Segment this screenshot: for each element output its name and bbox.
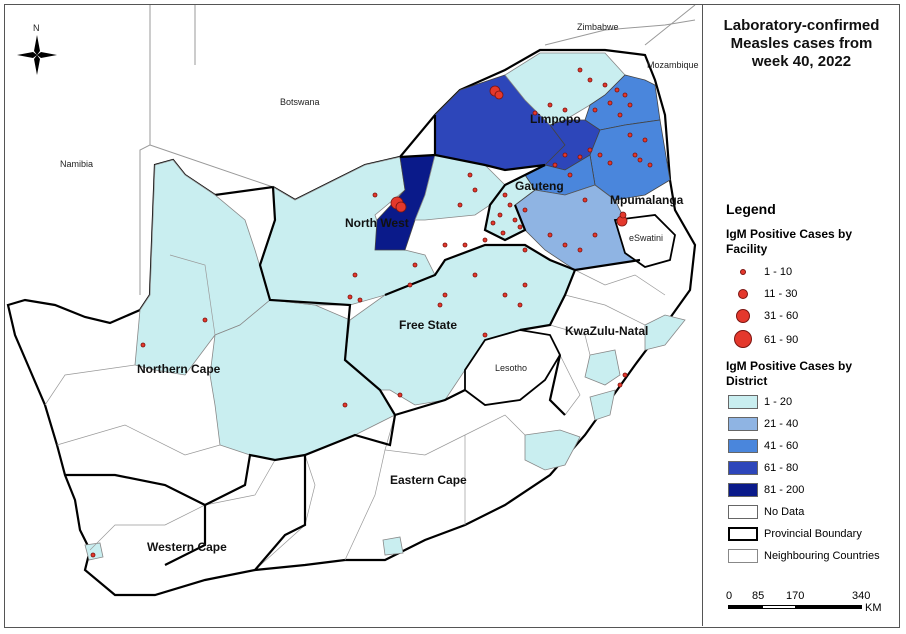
country-label-eswatini: eSwatini (629, 233, 663, 243)
legend-district-label: No Data (764, 506, 805, 518)
district-north-west-3 (414, 154, 506, 221)
district-kzn-3 (589, 389, 616, 421)
north-arrow-label: N (33, 23, 40, 33)
provincial-boundaries (65, 115, 641, 571)
legend-district-label: 1 - 20 (764, 396, 793, 408)
district-swatch (728, 461, 758, 475)
legend-district-heading: IgM Positive Cases by District (726, 359, 853, 388)
facility-dot-icon (734, 330, 752, 348)
district-eastern-cape-2 (382, 536, 404, 556)
legend-facility-heading: IgM Positive Cases by Facility (726, 227, 853, 256)
map-title: Laboratory-confirmed Measles cases from … (704, 17, 899, 71)
legend-district-label: 41 - 60 (764, 440, 799, 452)
scale-tick: 340 (852, 590, 871, 602)
legend-facility-label: 31 - 60 (764, 310, 799, 322)
district-swatch (728, 505, 758, 519)
scale-bar: 0 85 170 340 KM (726, 590, 896, 620)
figure-frame: N Zimbabwe Mozambique Botswana Namibia e… (4, 4, 900, 628)
province-label-kwazulu-natal: KwaZulu-Natal (565, 324, 648, 338)
eswatini-shape (613, 214, 676, 268)
map-canvas: N Zimbabwe Mozambique Botswana Namibia e… (6, 5, 699, 597)
district-eastern-cape-1 (524, 429, 581, 471)
legend-facility-label: 11 - 30 (764, 288, 798, 300)
facility-dot-icon (736, 309, 750, 323)
province-label-mpumalanga: Mpumalanga (610, 193, 684, 207)
country-label-namibia: Namibia (60, 159, 93, 169)
legend-district-label: 61 - 80 (764, 462, 799, 474)
province-label-gauteng: Gauteng (515, 179, 564, 193)
scale-unit: KM (865, 602, 882, 614)
scale-tick: 170 (786, 590, 805, 602)
legend-panel: Laboratory-confirmed Measles cases from … (704, 5, 899, 626)
province-label-north-west: North West (345, 216, 409, 230)
lesotho-shape (464, 329, 562, 406)
country-label-mozambique: Mozambique (647, 60, 699, 70)
neighbouring-countries-swatch (728, 549, 758, 563)
province-label-northern-cape: Northern Cape (137, 362, 221, 376)
legend-neighbouring-label: Neighbouring Countries (764, 550, 880, 562)
map-panel: N Zimbabwe Mozambique Botswana Namibia e… (5, 5, 703, 626)
province-label-free-state: Free State (399, 318, 457, 332)
legend-district-label: 21 - 40 (764, 418, 799, 430)
legend-facility-label: 61 - 90 (764, 334, 799, 346)
scale-segment (796, 605, 862, 609)
district-swatch (728, 439, 758, 453)
facility-dot-icon (740, 269, 746, 275)
neighbour-borders (139, 5, 696, 295)
legend-heading: Legend (726, 201, 776, 217)
district-kzn-1 (644, 314, 686, 351)
country-label-zimbabwe: Zimbabwe (577, 22, 619, 32)
district-swatch (728, 483, 758, 497)
province-label-western-cape: Western Cape (147, 540, 227, 554)
scale-tick: 85 (752, 590, 765, 602)
district-kzn-2 (584, 349, 621, 386)
provincial-boundary-swatch (728, 527, 758, 541)
legend-provincial-boundary-label: Provincial Boundary (764, 528, 862, 540)
scale-tick: 0 (726, 590, 733, 602)
country-label-lesotho: Lesotho (495, 363, 527, 373)
scale-segment (762, 605, 796, 609)
scale-segment (728, 605, 762, 609)
facility-dots (90, 67, 653, 558)
north-arrow-icon (17, 35, 57, 75)
district-lines (44, 254, 666, 571)
title-line-3: week 40, 2022 (751, 53, 852, 70)
province-label-limpopo: Limpopo (530, 112, 581, 126)
district-western-cape-1 (84, 542, 104, 561)
district-swatch (728, 395, 758, 409)
country-label-botswana: Botswana (280, 97, 320, 107)
province-label-eastern-cape: Eastern Cape (390, 473, 467, 487)
district-swatch (728, 417, 758, 431)
title-line-1: Laboratory-confirmed (723, 17, 880, 34)
legend-district-label: 81 - 200 (764, 484, 805, 496)
facility-dot-icon (738, 289, 748, 299)
title-line-2: Measles cases from (730, 35, 873, 52)
legend-facility-label: 1 - 10 (764, 266, 793, 278)
